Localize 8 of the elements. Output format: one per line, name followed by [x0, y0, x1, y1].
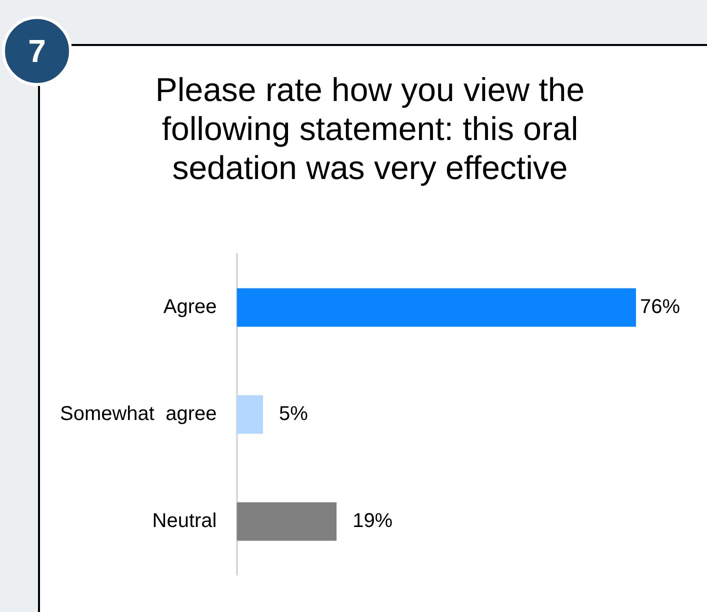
y-tick-label: Agree	[163, 296, 217, 318]
y-tick-label: Neutral	[152, 510, 217, 532]
data-label: 76%	[640, 296, 680, 318]
y-tick-label: Somewhat agree	[60, 403, 217, 426]
data-label: 19%	[352, 510, 393, 532]
data-label: 5%	[279, 403, 308, 426]
chart-title: Please rate how you view the following statement: this oral sedation was very effective	[154, 70, 586, 187]
number-badge: 7	[2, 16, 72, 86]
